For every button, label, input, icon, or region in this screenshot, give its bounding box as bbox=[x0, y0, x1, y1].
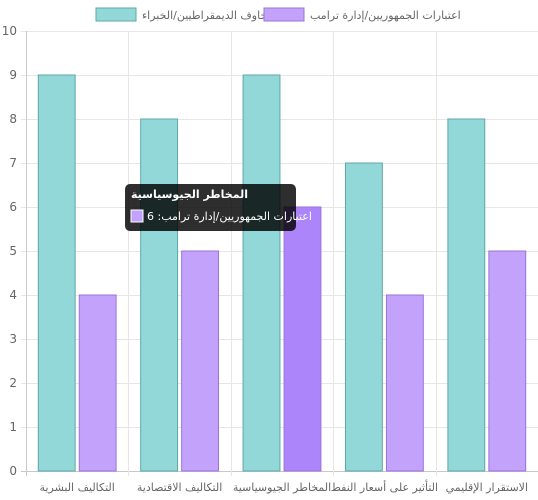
x-tick-label: الاستقرار الإقليمي bbox=[446, 481, 528, 494]
x-tick-label: التكاليف الاقتصادية bbox=[137, 481, 222, 494]
bars bbox=[37, 74, 527, 472]
tooltip-value: اعتبارات الجمهوريين/إدارة ترامب: 6 bbox=[147, 210, 312, 223]
bar-series-0-cat-1[interactable] bbox=[140, 118, 179, 472]
y-tick-label: 0 bbox=[9, 464, 17, 478]
y-tick-label: 5 bbox=[9, 244, 17, 258]
bar-series-0-cat-0[interactable] bbox=[37, 74, 76, 472]
bar-series-0-cat-2[interactable] bbox=[242, 74, 281, 472]
y-axis: 0 1 2 3 4 5 6 7 8 9 10 bbox=[2, 24, 17, 478]
tooltip-title: المخاطر الجيوسياسية bbox=[131, 188, 248, 201]
y-tick-label: 1 bbox=[9, 420, 17, 434]
x-tick-label: المخاطر الجيوسياسية bbox=[233, 481, 331, 494]
y-tick-label: 2 bbox=[9, 376, 17, 390]
bar-series-1-cat-0[interactable] bbox=[78, 294, 117, 472]
bar-series-0-cat-3[interactable] bbox=[344, 162, 383, 472]
bar-series-1-cat-1[interactable] bbox=[181, 250, 220, 472]
y-tick-label: 3 bbox=[9, 332, 17, 346]
y-tick-label: 4 bbox=[9, 288, 17, 302]
legend-swatch-republicans[interactable] bbox=[263, 7, 305, 22]
legend-label-republicans[interactable]: اعتبارات الجمهوريين/إدارة ترامب bbox=[310, 9, 461, 22]
x-tick-label: التأثير على أسعار النفط bbox=[331, 479, 438, 494]
x-axis: التكاليف البشرية التكاليف الاقتصادية المخا… bbox=[40, 479, 528, 494]
tooltip-color-swatch bbox=[130, 209, 144, 223]
bar-series-1-cat-3[interactable] bbox=[385, 294, 424, 472]
legend-label-democrats[interactable]: مخاوف الديمقراطيين/الخبراء bbox=[142, 9, 274, 22]
y-tick-label: 10 bbox=[2, 24, 17, 38]
legend[interactable]: مخاوف الديمقراطيين/الخبراء اعتبارات الجم… bbox=[95, 7, 461, 22]
bar-series-1-cat-4[interactable] bbox=[488, 250, 527, 472]
tooltip-box bbox=[125, 184, 296, 231]
x-tick-label: التكاليف البشرية bbox=[40, 481, 115, 494]
bar-series-0-cat-4[interactable] bbox=[447, 118, 486, 472]
y-tick-label: 6 bbox=[9, 200, 17, 214]
legend-swatch-democrats[interactable] bbox=[95, 7, 137, 22]
y-tick-label: 8 bbox=[9, 112, 17, 126]
y-tick-label: 9 bbox=[9, 68, 17, 82]
bar-series-1-cat-2[interactable] bbox=[283, 206, 322, 472]
tooltip: المخاطر الجيوسياسية اعتبارات الجمهوريين/… bbox=[125, 184, 312, 231]
y-tick-label: 7 bbox=[9, 156, 17, 170]
